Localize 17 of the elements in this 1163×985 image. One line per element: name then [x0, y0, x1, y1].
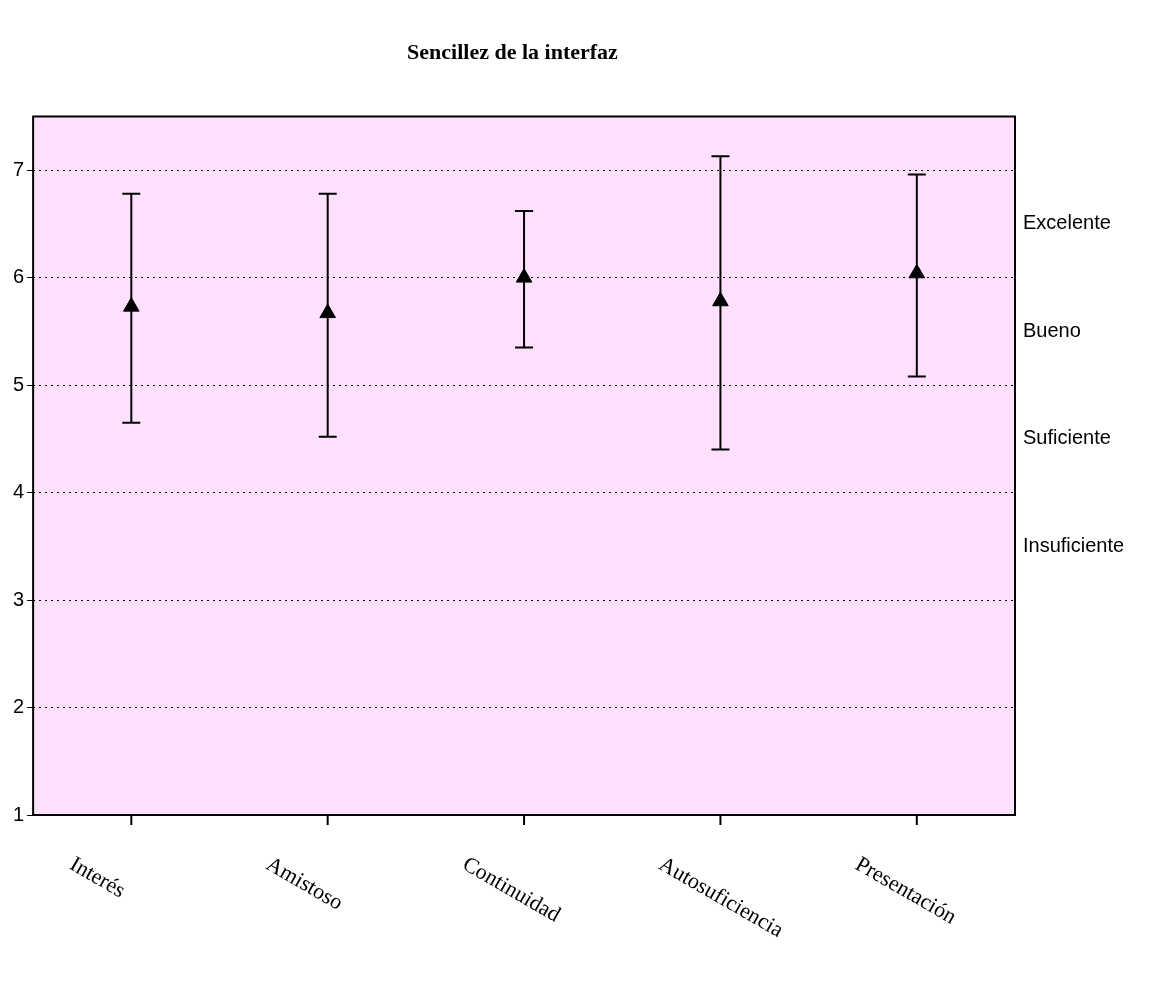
point: [908, 263, 926, 279]
point: [515, 268, 533, 283]
y-tick-label: 4: [13, 480, 25, 503]
text: Excelente: [1023, 211, 1111, 234]
point: [712, 291, 729, 307]
y-tick-label: 7: [13, 157, 25, 180]
y-tick-label: 2: [13, 695, 25, 718]
y-tick-label: 1: [13, 802, 25, 825]
y-tick-label: 6: [13, 265, 25, 288]
point: [123, 297, 140, 312]
y-tick-label: 5: [13, 372, 25, 395]
text: Suficiente: [1023, 426, 1111, 449]
text: Bueno: [1023, 318, 1081, 341]
chart-title: Sencillez de la interfaz: [407, 38, 619, 64]
point: [319, 303, 336, 319]
y-tick-label: 3: [13, 587, 25, 610]
text: Insuficiente: [1023, 533, 1125, 556]
